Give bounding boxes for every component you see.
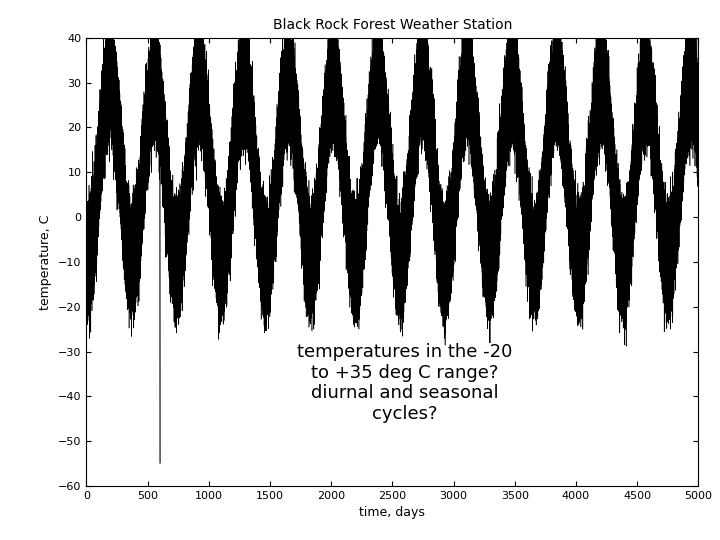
Text: temperatures in the -20
to +35 deg C range?
diurnal and seasonal
cycles?: temperatures in the -20 to +35 deg C ran… xyxy=(297,343,513,423)
Title: Black Rock Forest Weather Station: Black Rock Forest Weather Station xyxy=(273,18,512,32)
X-axis label: time, days: time, days xyxy=(359,507,426,519)
Y-axis label: temperature, C: temperature, C xyxy=(40,214,53,309)
